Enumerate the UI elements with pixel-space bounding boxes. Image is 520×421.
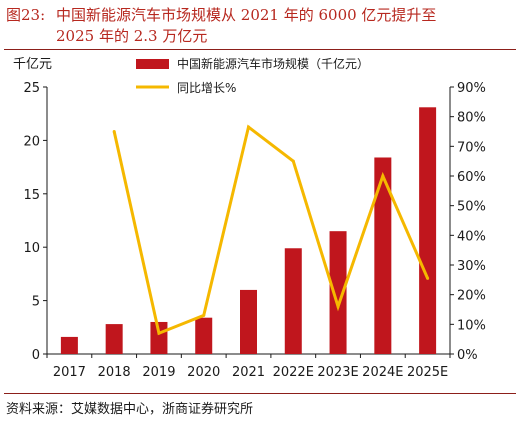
- growth-point: [202, 313, 206, 317]
- x-tick-label: 2020: [187, 365, 220, 380]
- bar: [329, 231, 347, 354]
- y-axis-unit-label: 千亿元: [13, 57, 52, 72]
- y2-tick-label: 10%: [457, 318, 486, 333]
- bar: [374, 157, 392, 354]
- y-tick-label: 20: [23, 134, 40, 149]
- y2-tick-label: 20%: [457, 289, 486, 304]
- title-line-2: 2025 年的 2.3 万亿元: [56, 27, 208, 45]
- bottom-rule: [4, 393, 516, 394]
- y2-tick-label: 0%: [457, 348, 478, 363]
- growth-point: [336, 305, 340, 309]
- y2-tick-label: 50%: [457, 200, 486, 215]
- y2-tick-label: 60%: [457, 170, 486, 185]
- y-tick-label: 15: [23, 188, 40, 203]
- bar: [195, 317, 213, 354]
- growth-point: [112, 130, 116, 133]
- top-rule: [4, 49, 516, 50]
- x-tick-label: 2024E: [362, 365, 403, 380]
- legend-line-label: 同比增长%: [177, 81, 236, 95]
- x-tick-label: 2025E: [407, 365, 448, 380]
- legend: 中国新能源汽车市场规模（千亿元） 同比增长%: [136, 56, 369, 95]
- chart: 千亿元 中国新能源汽车市场规模（千亿元） 同比增长% 0 5 10 15 20 25 0% 1…: [13, 56, 486, 380]
- legend-bar-swatch: [136, 59, 169, 69]
- plot-area: 0 5 10 15 20 25 0% 10% 20% 30% 40% 50% 60% 70% 80% 90% 2…: [23, 81, 485, 380]
- y2-tick-label: 80%: [457, 111, 486, 126]
- y-tick-label: 5: [32, 295, 40, 310]
- growth-point: [157, 331, 161, 335]
- source-note: 资料来源：艾媒数据中心，浙商证券研究所: [6, 402, 254, 417]
- x-tick-label: 2023E: [317, 365, 358, 380]
- growth-point: [426, 276, 430, 280]
- y-tick-label: 0: [32, 348, 40, 363]
- growth-point: [291, 159, 295, 163]
- x-tick-label: 2022E: [273, 365, 314, 380]
- bar: [240, 289, 257, 354]
- chart-title: 图23: 中国新能源汽车市场规模从 2021 年的 6000 亿元提升至 2025…: [6, 5, 514, 47]
- bar: [284, 248, 302, 354]
- bar: [419, 107, 437, 355]
- growth-line: [112, 124, 429, 336]
- y2-tick-label: 90%: [457, 81, 486, 96]
- figure-number: 图23:: [6, 6, 46, 24]
- x-tick-label: 2018: [98, 365, 131, 380]
- x-tick-label: 2017: [53, 365, 86, 380]
- growth-point: [247, 125, 250, 129]
- x-tick-label: 2019: [142, 365, 175, 380]
- y-tick-label: 25: [23, 81, 40, 96]
- title-line-1: 中国新能源汽车市场规模从 2021 年的 6000 亿元提升至: [56, 6, 437, 24]
- x-tick-label: 2021: [232, 365, 265, 380]
- bar: [60, 336, 78, 354]
- y2-tick-label: 70%: [457, 140, 486, 155]
- y-tick-label: 10: [23, 241, 40, 256]
- y2-tick-label: 30%: [457, 259, 486, 274]
- growth-point: [381, 174, 385, 178]
- bar: [105, 324, 123, 354]
- legend-bar-label: 中国新能源汽车市场规模（千亿元）: [177, 56, 369, 71]
- y2-tick-label: 40%: [457, 229, 486, 244]
